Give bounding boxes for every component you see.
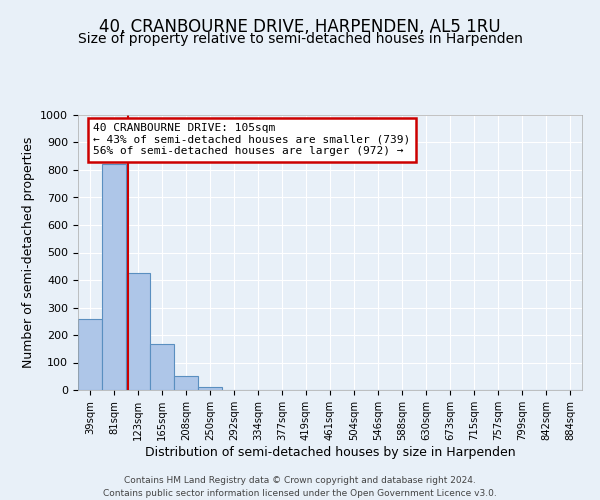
Text: 40, CRANBOURNE DRIVE, HARPENDEN, AL5 1RU: 40, CRANBOURNE DRIVE, HARPENDEN, AL5 1RU bbox=[99, 18, 501, 36]
Text: Size of property relative to semi-detached houses in Harpenden: Size of property relative to semi-detach… bbox=[77, 32, 523, 46]
Bar bbox=[198, 387, 222, 390]
Y-axis label: Number of semi-detached properties: Number of semi-detached properties bbox=[22, 137, 35, 368]
Bar bbox=[102, 164, 126, 390]
Text: 40 CRANBOURNE DRIVE: 105sqm
← 43% of semi-detached houses are smaller (739)
56% : 40 CRANBOURNE DRIVE: 105sqm ← 43% of sem… bbox=[93, 123, 410, 156]
X-axis label: Distribution of semi-detached houses by size in Harpenden: Distribution of semi-detached houses by … bbox=[145, 446, 515, 458]
Bar bbox=[174, 376, 198, 390]
Text: Contains HM Land Registry data © Crown copyright and database right 2024.
Contai: Contains HM Land Registry data © Crown c… bbox=[103, 476, 497, 498]
Bar bbox=[126, 273, 150, 390]
Bar bbox=[150, 344, 174, 390]
Bar bbox=[78, 318, 102, 390]
